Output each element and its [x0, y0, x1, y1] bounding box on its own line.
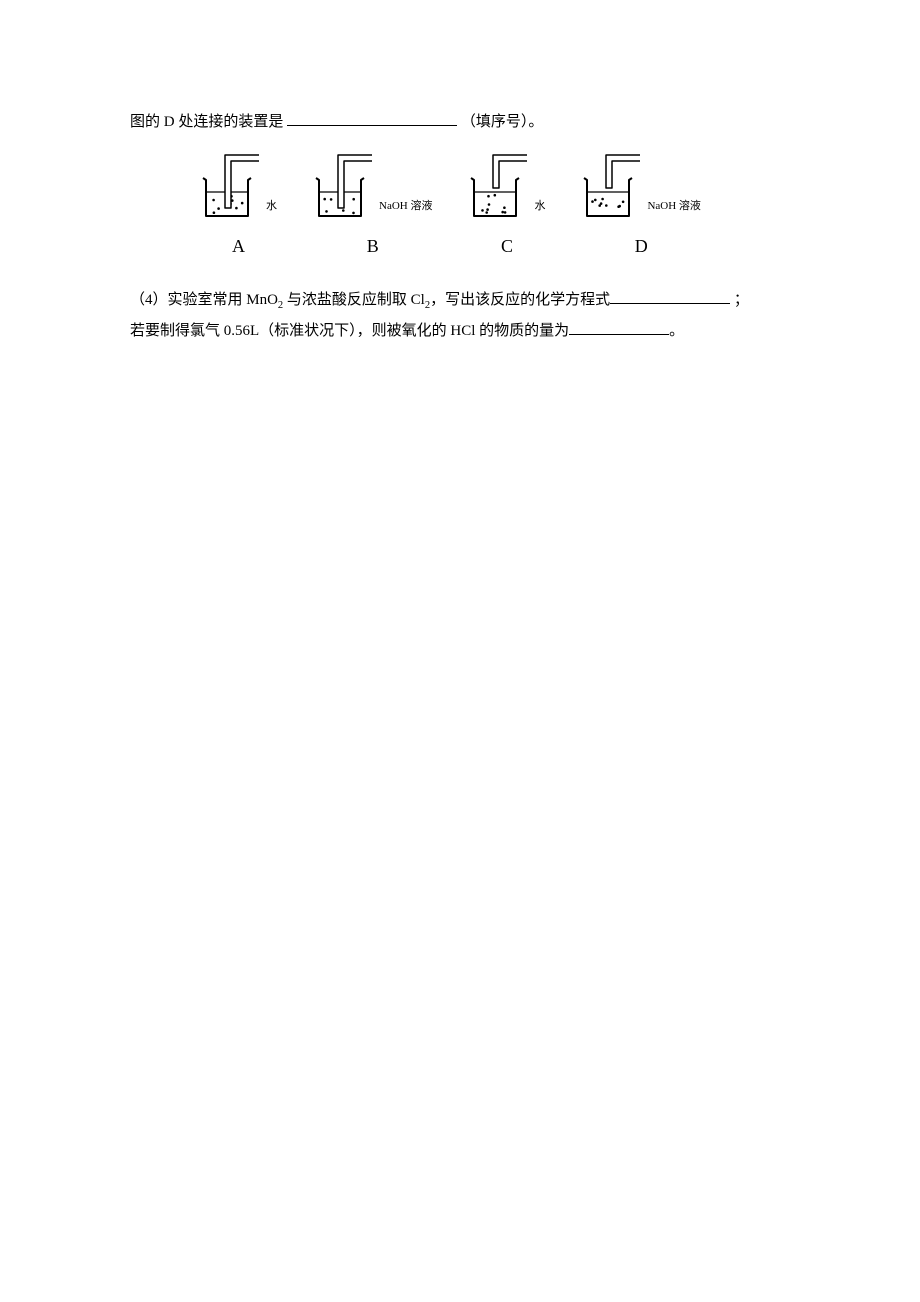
- line-1-suffix: （填序号）。: [461, 114, 544, 130]
- beaker-icon: [200, 152, 262, 228]
- beaker-icon: [468, 152, 530, 228]
- q4-line-2: 若要制得氯气 0.56L（标准状况下），则被氧化的 HCl 的物质的量为 。: [130, 316, 800, 346]
- blank-3[interactable]: [569, 319, 669, 335]
- beaker-icon: [313, 152, 375, 228]
- liquid-label: NaOH 溶液: [647, 198, 700, 216]
- page: 图的 D 处连接的装置是 （填序号）。 水ANaOH 溶液B水CNaOH 溶液D…: [0, 0, 920, 1302]
- beaker-unit-D: NaOH 溶液: [581, 152, 700, 228]
- beaker-letter: B: [367, 232, 379, 261]
- beaker-unit-B: NaOH 溶液: [313, 152, 432, 228]
- liquid-label: NaOH 溶液: [379, 198, 432, 216]
- beaker-letter: D: [635, 232, 648, 261]
- q4-text-b: 与浓盐酸反应制取 Cl: [283, 292, 425, 308]
- beaker-D: NaOH 溶液 D: [581, 152, 700, 261]
- q4-suffix-1: ；: [734, 292, 749, 308]
- beaker-letter: A: [232, 232, 245, 261]
- beaker-unit-A: 水: [200, 152, 277, 228]
- q4-text-2a: 若要制得氯气 0.56L（标准状况下），则被氧化的 HCl 的物质的量为: [130, 323, 569, 339]
- liquid-label: 水: [534, 198, 545, 216]
- blank-1[interactable]: [287, 110, 457, 126]
- beaker-letter: C: [501, 232, 513, 261]
- figure-row: 水ANaOH 溶液B水CNaOH 溶液D: [200, 152, 800, 261]
- beaker-C: 水C: [468, 152, 545, 261]
- q4-line-1: （4）实验室常用 MnO2 与浓盐酸反应制取 Cl2，写出该反应的化学方程式 ；: [130, 285, 800, 316]
- beaker-unit-C: 水: [468, 152, 545, 228]
- line-1: 图的 D 处连接的装置是 （填序号）。: [130, 110, 800, 134]
- q4-text-a: （4）实验室常用 MnO: [130, 292, 278, 308]
- liquid-label: 水: [266, 198, 277, 216]
- question-4: （4）实验室常用 MnO2 与浓盐酸反应制取 Cl2，写出该反应的化学方程式 ；…: [130, 285, 800, 346]
- beaker-icon: [581, 152, 643, 228]
- line-1-prefix: 图的 D 处连接的装置是: [130, 114, 283, 130]
- q4-suffix-2: 。: [669, 323, 684, 339]
- q4-text-c: ，写出该反应的化学方程式: [430, 292, 610, 308]
- beaker-A: 水A: [200, 152, 277, 261]
- blank-2[interactable]: [610, 288, 730, 304]
- beaker-B: NaOH 溶液B: [313, 152, 432, 261]
